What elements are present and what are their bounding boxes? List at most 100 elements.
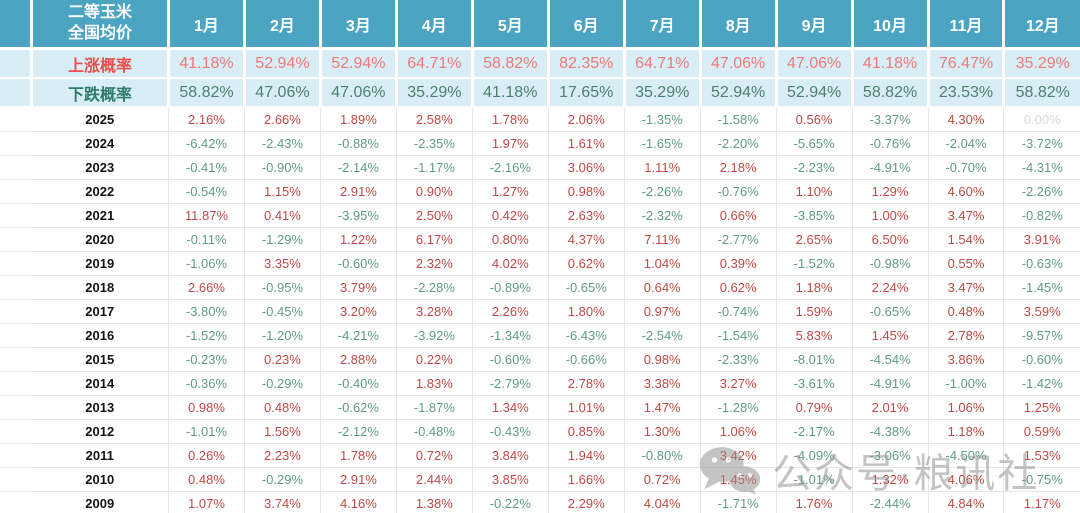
value-cell: 2.32% [396, 251, 473, 276]
fall-probability-cell: 47.06% [244, 78, 322, 108]
value-cell: -2.14% [320, 155, 397, 180]
value-cell: -1.65% [624, 131, 701, 156]
value-cell: 2.23% [244, 443, 321, 468]
value-cell: 1.78% [472, 107, 549, 132]
value-cell: -3.37% [852, 107, 929, 132]
fall-probability-cell: 23.53% [928, 78, 1006, 108]
value-cell: -1.71% [700, 491, 777, 513]
value-cell: 0.42% [472, 203, 549, 228]
table-row-2019: 2019 -1.06% 3.35% -0.60% 2.32% 4.02% 0.62% 1.04… [0, 251, 1080, 276]
table-row-2017: 2017 -3.80% -0.45% 3.20% 3.28% 2.26% 1.80% 0.97… [0, 299, 1080, 324]
value-cell: -1.58% [700, 107, 777, 132]
year-label: 2009 [31, 491, 169, 513]
value-cell: 1.22% [320, 227, 397, 252]
value-cell: -1.06% [168, 251, 245, 276]
value-cell: 1.89% [320, 107, 397, 132]
row-spacer [0, 227, 32, 252]
value-cell: 2.18% [700, 155, 777, 180]
table-row-2013: 2013 0.98% 0.48% -0.62% -1.87% 1.34% 1.01% 1.47… [0, 395, 1080, 420]
value-cell: 0.85% [548, 419, 625, 444]
row-spacer [0, 131, 32, 156]
value-cell: 0.00% [1003, 107, 1080, 132]
value-cell: 0.98% [624, 347, 701, 372]
row-spacer [0, 419, 32, 444]
value-cell: 4.02% [472, 251, 549, 276]
value-cell: -0.74% [700, 299, 777, 324]
year-label: 2010 [31, 467, 169, 492]
year-label: 2020 [31, 227, 169, 252]
rise-probability-cell: 52.94% [320, 48, 398, 79]
value-cell: 0.48% [928, 299, 1005, 324]
table-row-2020: 2020 -0.11% -1.29% 1.22% 6.17% 0.80% 4.37% 7.11… [0, 227, 1080, 252]
value-cell: -2.79% [472, 371, 549, 396]
rise-probability-cell: 35.29% [1003, 48, 1080, 79]
table-row-2012: 2012 -1.01% 1.56% -2.12% -0.48% -0.43% 0.85% 1.… [0, 419, 1080, 444]
value-cell: -0.23% [168, 347, 245, 372]
value-cell: 1.18% [776, 275, 853, 300]
value-cell: 3.47% [928, 203, 1005, 228]
value-cell: 0.55% [928, 251, 1005, 276]
value-cell: 3.84% [472, 443, 549, 468]
month-header-1: 1月 [168, 0, 246, 50]
value-cell: 2.44% [396, 467, 473, 492]
value-cell: -0.60% [1003, 347, 1080, 372]
value-cell: 2.50% [396, 203, 473, 228]
row-spacer [0, 155, 32, 180]
value-cell: 2.66% [168, 275, 245, 300]
value-cell: 3.06% [548, 155, 625, 180]
value-cell: -0.70% [928, 155, 1005, 180]
row-spacer [0, 203, 32, 228]
fall-probability-label: 下跌概率 [31, 78, 170, 108]
value-cell: 0.98% [168, 395, 245, 420]
value-cell: 0.79% [776, 395, 853, 420]
value-cell: 0.23% [244, 347, 321, 372]
row-spacer [0, 371, 32, 396]
value-cell: -4.50% [928, 443, 1005, 468]
table-row-2025: 2025 2.16% 2.66% 1.89% 2.58% 1.78% 2.06% -1.35%… [0, 107, 1080, 132]
year-label: 2018 [31, 275, 169, 300]
year-label: 2021 [31, 203, 169, 228]
value-cell: 2.78% [928, 323, 1005, 348]
value-cell: 2.65% [776, 227, 853, 252]
row-spacer [0, 107, 32, 132]
value-cell: -1.17% [396, 155, 473, 180]
value-cell: 3.91% [1003, 227, 1080, 252]
value-cell: 0.72% [396, 443, 473, 468]
value-cell: -2.26% [1003, 179, 1080, 204]
value-cell: -1.28% [700, 395, 777, 420]
row-spacer [0, 395, 32, 420]
value-cell: 3.35% [244, 251, 321, 276]
value-cell: -3.92% [396, 323, 473, 348]
value-cell: -0.89% [472, 275, 549, 300]
year-label: 2025 [31, 107, 169, 132]
fall-probability-row: 下跌概率 58.82% 47.06% 47.06% 35.29% 41.18% 17.65%… [0, 78, 1080, 108]
value-cell: -0.48% [396, 419, 473, 444]
value-cell: -0.90% [244, 155, 321, 180]
value-cell: 1.34% [472, 395, 549, 420]
table-row-2018: 2018 2.66% -0.95% 3.79% -2.28% -0.89% -0.65% 0.… [0, 275, 1080, 300]
rise-probability-label: 上涨概率 [31, 48, 170, 79]
value-cell: -3.72% [1003, 131, 1080, 156]
rise-probability-cell: 64.71% [624, 48, 702, 79]
value-cell: -0.60% [472, 347, 549, 372]
row-spacer [0, 78, 33, 108]
month-header-12: 12月 [1003, 0, 1080, 50]
value-cell: 6.50% [852, 227, 929, 252]
value-cell: 0.39% [700, 251, 777, 276]
value-cell: -0.82% [1003, 203, 1080, 228]
year-label: 2013 [31, 395, 169, 420]
year-label: 2012 [31, 419, 169, 444]
table-title-line2: 全国均价 [67, 24, 132, 42]
fall-probability-cell: 41.18% [472, 78, 550, 108]
value-cell: -0.66% [548, 347, 625, 372]
value-cell: 3.42% [700, 443, 777, 468]
value-cell: 1.76% [776, 491, 853, 513]
value-cell: -3.80% [168, 299, 245, 324]
value-cell: -6.42% [168, 131, 245, 156]
table-row-2016: 2016 -1.52% -1.20% -4.21% -3.92% -1.34% -6.43%… [0, 323, 1080, 348]
value-cell: 2.29% [548, 491, 625, 513]
value-cell: 11.87% [168, 203, 245, 228]
row-spacer [0, 491, 32, 513]
rise-probability-cell: 58.82% [472, 48, 550, 79]
year-label: 2023 [31, 155, 169, 180]
